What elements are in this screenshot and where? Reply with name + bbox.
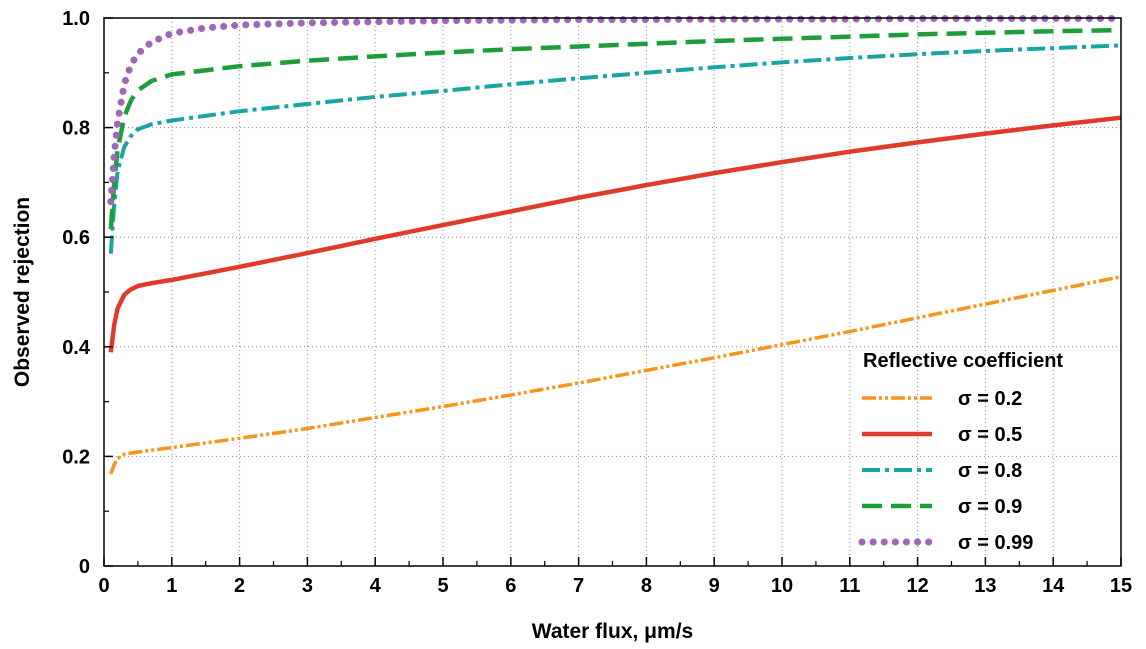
legend-label: σ = 0.9 [958, 496, 1022, 518]
legend-label: σ = 0.8 [958, 460, 1022, 482]
y-tick-label: 0.2 [62, 446, 90, 468]
y-tick-label: 1.0 [62, 8, 90, 30]
series-line [108, 27, 1122, 230]
x-tick-label: 3 [302, 575, 313, 597]
x-tick-label: 4 [370, 575, 382, 597]
series-line [108, 115, 1122, 353]
x-tick-label: 13 [974, 575, 996, 597]
series-layer [107, 15, 1125, 475]
x-tick-label: 1 [166, 575, 177, 597]
y-axis-title: Observed rejection [11, 197, 34, 387]
x-tick-label: 6 [505, 575, 516, 597]
x-tick-label: 12 [906, 575, 928, 597]
x-tick-label: 8 [641, 575, 652, 597]
y-tick-label: 0.8 [62, 118, 90, 140]
x-tick-label: 7 [573, 575, 584, 597]
legend-label: σ = 0.99 [958, 532, 1033, 554]
legend-title: Reflective coefficient [863, 350, 1063, 372]
x-tick-label: 5 [437, 575, 448, 597]
x-tick-label: 14 [1042, 575, 1065, 597]
legend: Reflective coefficient σ = 0.2 σ = 0.5 σ =… [858, 350, 1063, 554]
x-tick-label: 11 [839, 575, 860, 597]
x-tick-label: 15 [1110, 575, 1132, 597]
series-line [107, 15, 1125, 206]
x-tick-label: 10 [771, 575, 793, 597]
grid [104, 18, 1121, 566]
x-tick-label: 9 [709, 575, 720, 597]
axes [103, 17, 1122, 567]
y-tick-label: 0.6 [62, 227, 90, 249]
series-line [108, 43, 1122, 254]
x-axis-title: Water flux, μm/s [532, 620, 693, 643]
legend-label: σ = 0.5 [958, 424, 1022, 446]
y-tick-label: 0.4 [62, 337, 91, 359]
plot-frame [103, 17, 1122, 567]
x-tick-label: 2 [234, 575, 245, 597]
y-tick-label: 0 [79, 556, 90, 578]
x-tick-label: 0 [98, 575, 109, 597]
legend-label: σ = 0.2 [958, 388, 1022, 410]
series-line [109, 274, 1122, 475]
